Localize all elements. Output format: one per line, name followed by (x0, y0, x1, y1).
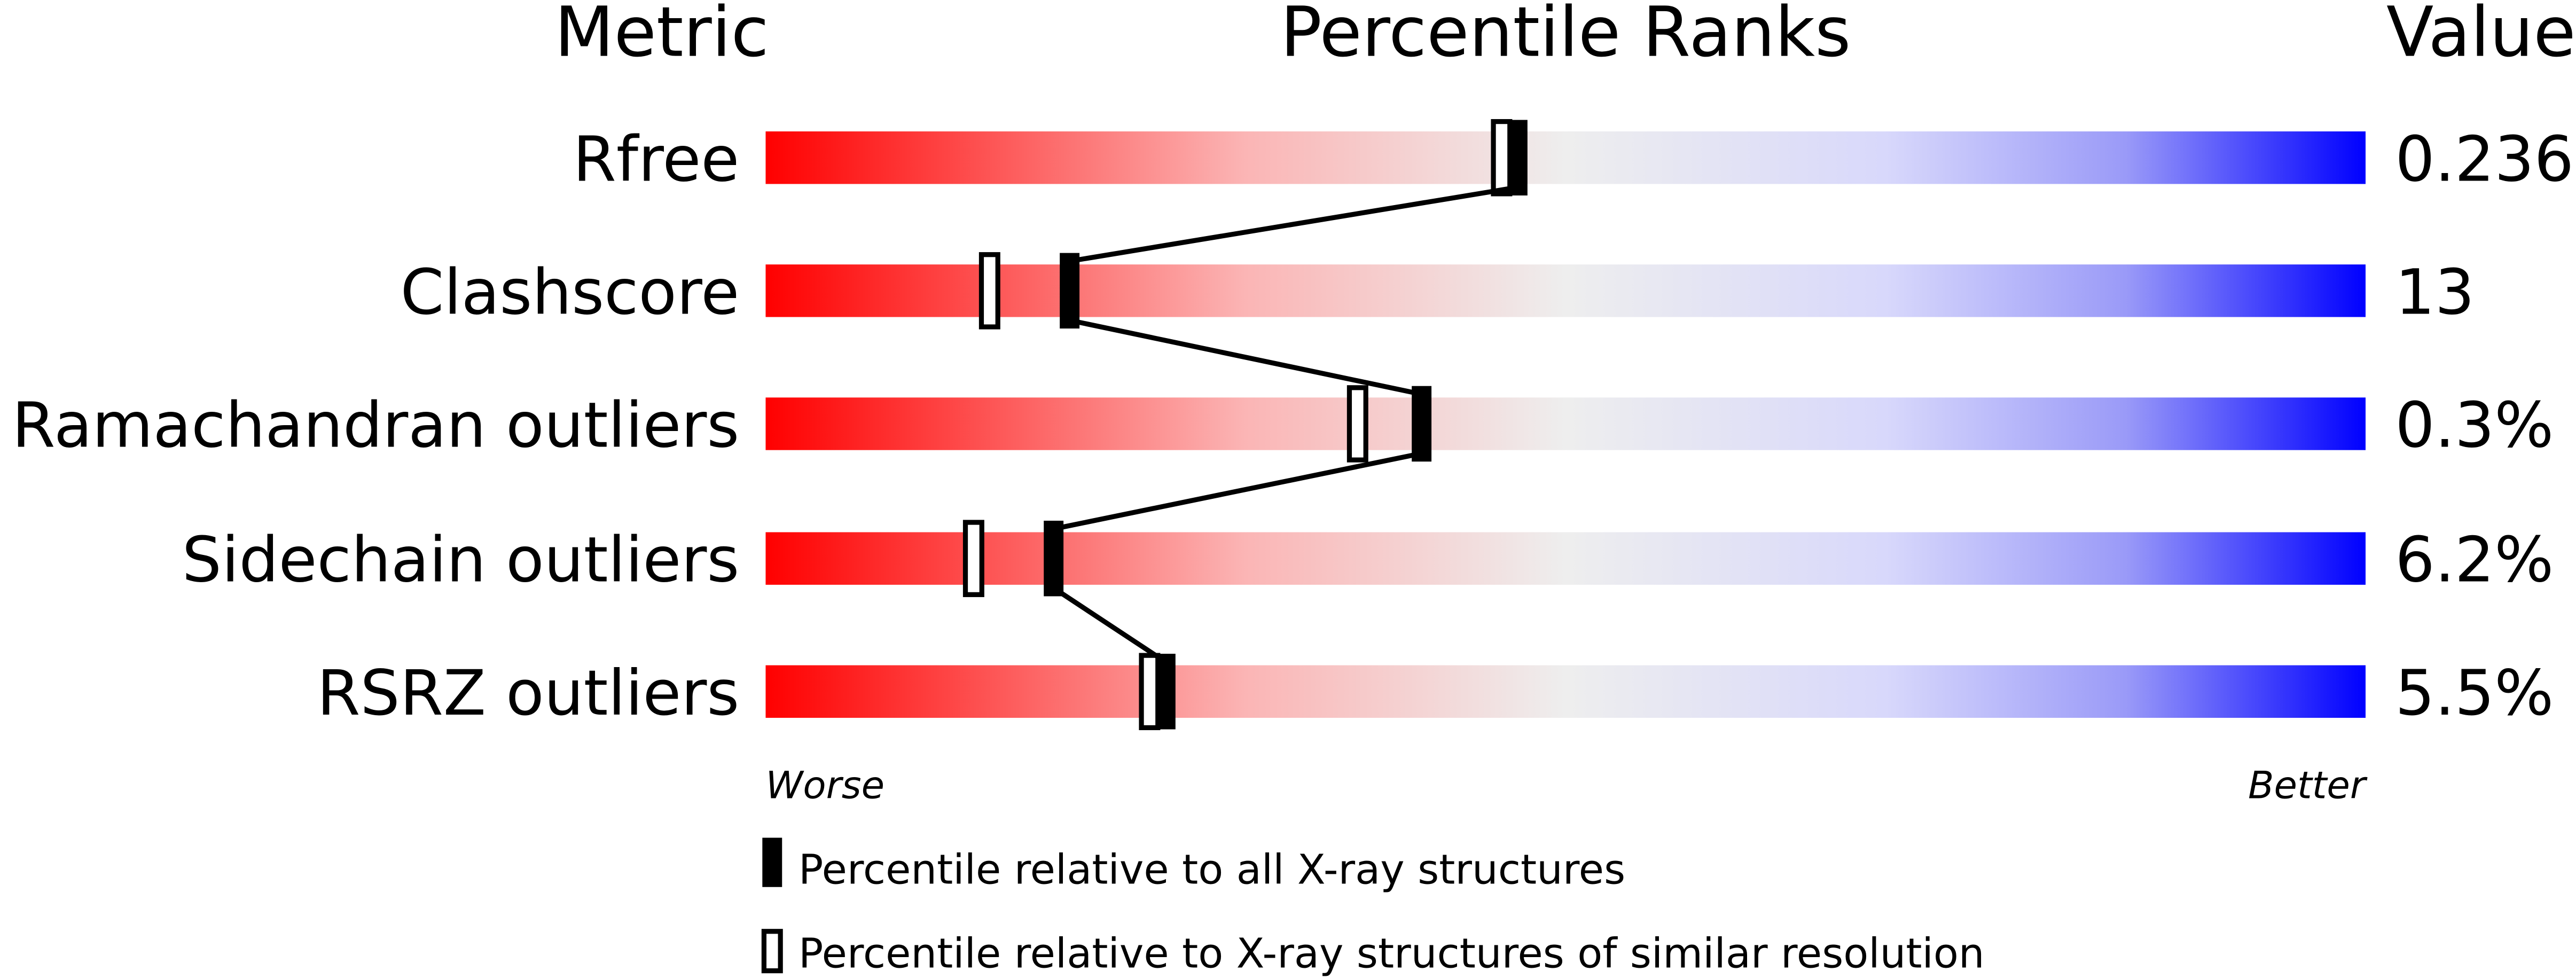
header-value: Value (2386, 0, 2576, 73)
marker-similar-resolution (962, 520, 984, 597)
marker-all-structures (1507, 120, 1528, 195)
marker-all-structures (1044, 520, 1064, 597)
percentile-bar (765, 665, 2366, 718)
percentile-bar (765, 397, 2366, 450)
metric-value: 13 (2395, 256, 2475, 328)
connector-line (1069, 185, 1518, 264)
axis-label-better: Better (2248, 763, 2368, 808)
marker-all-structures (1060, 253, 1080, 329)
legend-open-label: Percentile relative to X-ray structures … (798, 930, 1985, 977)
axis-label-worse: Worse (765, 763, 884, 808)
metric-value: 0.3% (2395, 389, 2554, 462)
connector-line (1053, 451, 1422, 531)
header-percentile: Percentile Ranks (1280, 0, 1851, 73)
percentile-bar (765, 532, 2366, 585)
connector-line (1069, 318, 1422, 397)
metric-value: 0.236 (2395, 123, 2574, 195)
metric-label: Rfree (573, 123, 740, 195)
marker-all-structures (1155, 654, 1176, 730)
marker-all-structures (1412, 386, 1432, 462)
legend-filled-marker (762, 837, 782, 887)
metric-label: RSRZ outliers (317, 657, 739, 730)
marker-similar-resolution (1491, 119, 1513, 197)
header-metric: Metric (554, 0, 769, 73)
marker-similar-resolution (978, 252, 1000, 330)
metric-value: 6.2% (2395, 524, 2554, 597)
connector-line (1052, 586, 1167, 664)
metric-label: Sidechain outliers (182, 524, 739, 597)
marker-similar-resolution (1346, 385, 1368, 463)
metric-label: Clashscore (401, 256, 740, 328)
legend-open-marker (761, 929, 783, 974)
legend-filled-label: Percentile relative to all X-ray structu… (798, 847, 1625, 894)
metric-value: 5.5% (2395, 657, 2554, 730)
metric-label: Ramachandran outliers (12, 389, 739, 462)
marker-similar-resolution (1139, 653, 1161, 731)
percentile-bar (765, 264, 2366, 317)
percentile-bar (765, 131, 2366, 184)
